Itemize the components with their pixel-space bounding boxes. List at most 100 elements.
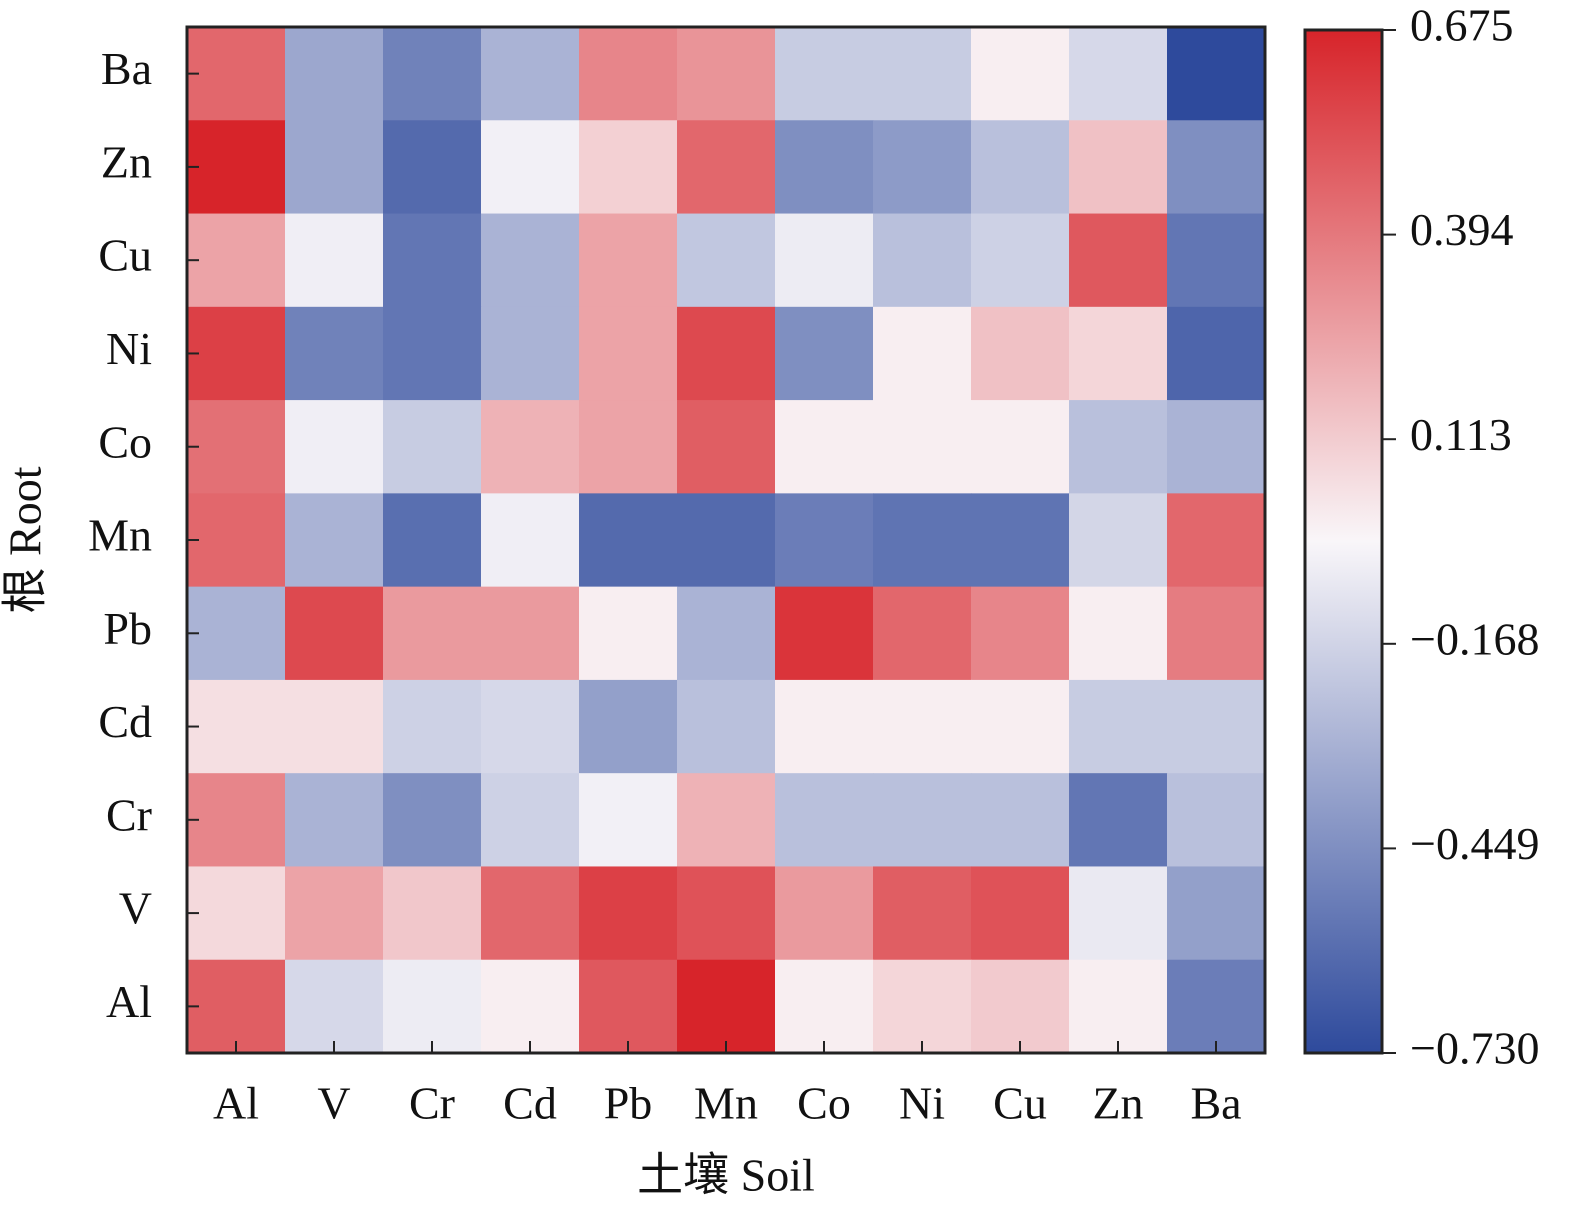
heatmap-cell: [1167, 586, 1266, 681]
heatmap-cell: [383, 866, 482, 961]
heatmap-cell: [1069, 306, 1168, 401]
heatmap-cell: [971, 120, 1070, 215]
heatmap-cell: [971, 586, 1070, 681]
heatmap-cell: [383, 959, 482, 1054]
heatmap-cell: [775, 120, 874, 215]
y-tick-label: Pb: [103, 603, 152, 654]
heatmap-cell: [481, 773, 580, 867]
x-tick-label: Ni: [899, 1078, 945, 1129]
heatmap-cell: [579, 400, 678, 494]
colorbar-tick-label: −0.730: [1410, 1023, 1539, 1074]
heatmap-cell: [775, 400, 874, 494]
heatmap-cell: [285, 493, 384, 588]
heatmap-cell: [481, 679, 580, 774]
heatmap-cell: [187, 120, 286, 215]
heatmap-cell: [873, 400, 972, 494]
heatmap-cell: [383, 773, 482, 867]
heatmap-cell: [677, 866, 776, 961]
heatmap-cell: [775, 213, 874, 308]
heatmap-cell: [873, 213, 972, 308]
heatmap-cell: [1069, 866, 1168, 961]
heatmap-cell: [1069, 27, 1168, 121]
heatmap-cell: [187, 866, 286, 961]
heatmap-cell: [873, 959, 972, 1054]
heatmap-cell: [971, 27, 1070, 121]
heatmap-cell: [579, 213, 678, 308]
heatmap-cell: [579, 959, 678, 1054]
heatmap-cell: [579, 866, 678, 961]
heatmap-cell: [1167, 959, 1266, 1054]
heatmap-cell: [775, 27, 874, 121]
heatmap-cell: [1167, 400, 1266, 494]
heatmap-cell: [285, 27, 384, 121]
heatmap-cell: [187, 773, 286, 867]
heatmap-cell: [873, 773, 972, 867]
heatmap-cell: [1069, 493, 1168, 588]
heatmap-cell: [285, 586, 384, 681]
heatmap-cell: [873, 493, 972, 588]
heatmap-cell: [873, 586, 972, 681]
heatmap-cell: [383, 586, 482, 681]
colorbar-tick-label: 0.113: [1410, 409, 1512, 460]
heatmap-cell: [579, 120, 678, 215]
heatmap-cell: [873, 679, 972, 774]
heatmap-cell: [383, 27, 482, 121]
x-axis-title: 土壤 Soil: [637, 1150, 815, 1201]
x-tick-label: Cu: [993, 1078, 1047, 1129]
heatmap-cell: [481, 400, 580, 494]
heatmap-cell: [775, 959, 874, 1054]
heatmap-cell: [677, 586, 776, 681]
heatmap-cell: [187, 400, 286, 494]
heatmap-cell: [677, 306, 776, 401]
heatmap-cell: [187, 213, 286, 308]
y-tick-label: V: [119, 883, 152, 934]
heatmap-cell: [383, 306, 482, 401]
heatmap-cell: [285, 679, 384, 774]
heatmap-cell: [1069, 679, 1168, 774]
heatmap-cell: [1167, 120, 1266, 215]
heatmap-cell: [481, 959, 580, 1054]
heatmap-cell: [677, 120, 776, 215]
heatmap-cell: [677, 773, 776, 867]
heatmap-cell: [481, 493, 580, 588]
heatmap-cell: [1167, 213, 1266, 308]
heatmap-cell: [579, 679, 678, 774]
heatmap-cell: [383, 400, 482, 494]
heatmap-cell: [873, 120, 972, 215]
heatmap-cell: [677, 213, 776, 308]
heatmap-cell: [285, 400, 384, 494]
heatmap-cell: [873, 866, 972, 961]
colorbar-tick-label: 0.675: [1410, 0, 1514, 51]
heatmap-cell: [971, 400, 1070, 494]
heatmap-cell: [481, 213, 580, 308]
heatmap-cell: [187, 586, 286, 681]
heatmap-cell: [971, 306, 1070, 401]
heatmap-cell: [285, 306, 384, 401]
heatmap-cell: [1069, 959, 1168, 1054]
heatmap-cell: [1167, 27, 1266, 121]
heatmap-cell: [285, 866, 384, 961]
colorbar: [1303, 28, 1384, 1055]
heatmap-cell: [971, 679, 1070, 774]
heatmap-cell: [187, 679, 286, 774]
heatmap-cell: [677, 400, 776, 494]
y-tick-label: Mn: [88, 510, 152, 561]
y-axis-title: 根 Root: [0, 466, 51, 613]
x-tick-label: Co: [797, 1078, 851, 1129]
x-tick-label: Al: [213, 1078, 259, 1129]
heatmap-cell: [775, 679, 874, 774]
heatmap-cell: [579, 493, 678, 588]
x-tick-label: Cr: [409, 1078, 455, 1129]
colorbar-tick-label: 0.394: [1410, 204, 1514, 255]
heatmap-cell: [775, 866, 874, 961]
heatmap-cell: [481, 866, 580, 961]
heatmap-cell: [775, 306, 874, 401]
heatmap-cell: [383, 120, 482, 215]
heatmap-cell: [285, 773, 384, 867]
y-tick-label: Ba: [101, 43, 152, 94]
heatmap-cell: [383, 493, 482, 588]
heatmap-cell: [285, 959, 384, 1054]
heatmap-cell: [1069, 586, 1168, 681]
y-tick-label: Co: [98, 416, 152, 467]
